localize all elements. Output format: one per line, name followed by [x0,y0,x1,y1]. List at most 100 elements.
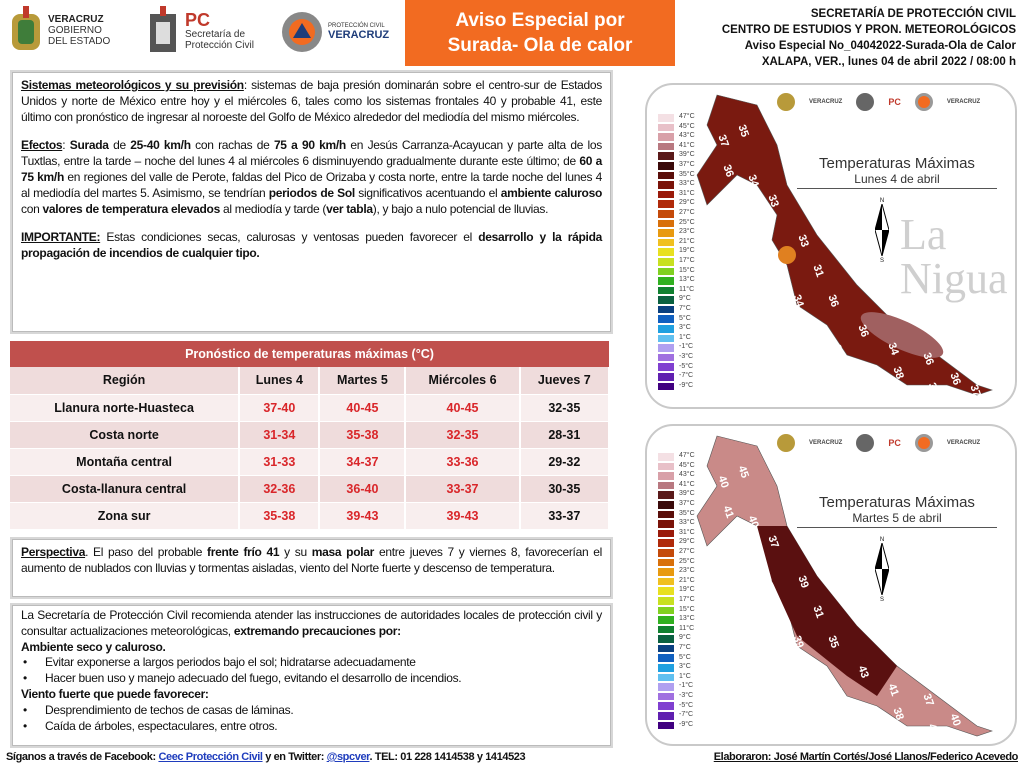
legend-swatch [657,113,675,123]
logo-text: PC [185,10,211,30]
legend-label: 47°C [679,113,695,120]
column-header: Miércoles 6 [405,367,521,395]
region-cell: Costa-llanura central [10,475,241,503]
text-segment: ver tabla [326,202,373,216]
date-line: XALAPA, VER., lunes 04 de abril 2022 / 0… [761,56,1016,68]
temperature-cell: 29-32 [519,448,611,476]
temperature-cell: 33-37 [405,475,521,503]
legend-swatch [657,634,675,644]
text-segment: extremando precauciones por: [233,623,401,638]
legend-label: 5°C [679,314,691,322]
map-subtitle: Martes 5 de abril [797,511,997,528]
text-segment: en Jesús Carranza-Acayucan y parte alta … [21,138,602,168]
legend-label: -1°C [679,682,694,690]
legend-label: 1°C [679,672,691,680]
legend-label: 21°C [679,237,695,245]
veracruz-gobierno-logo: VERACRUZ GOBIERNO DEL ESTADO [8,6,110,54]
legend-label: -3°C [679,692,694,699]
temperature-cell: 39-43 [319,502,407,530]
logo-text: PC [888,438,901,448]
legend-swatch [657,452,675,462]
legend-label: 33°C [679,180,695,188]
legend-label: -9°C [679,381,694,389]
legend-label: 37°C [679,161,695,168]
legend-label: 23°C [679,567,695,575]
legend-swatch [657,480,675,491]
temperature-table: Pronóstico de temperaturas máximas (°C) … [10,341,611,530]
logo-text: VERACRUZ [946,99,981,105]
legend-swatch [657,180,675,190]
legend-label: 13°C [679,276,695,284]
legend-swatch [657,624,675,635]
text-segment: con [21,202,43,216]
recommendations-intro: La Secretaría de Protección Civil recomi… [21,608,602,640]
twitter-link[interactable]: @spcver [326,751,370,763]
hot-zone [757,526,897,696]
legend-swatch [657,499,675,510]
color-legend [657,452,675,731]
column-header: Martes 5 [319,367,407,395]
legend-swatch [657,509,675,520]
legend-label: 35°C [679,170,695,178]
logo-text: VERACRUZ [809,440,843,446]
legend-label: 13°C [679,615,695,623]
map-title: Temperaturas Máximas Lunes 4 de abril [797,155,997,189]
legend-label: 37°C [679,500,695,507]
map-subtitle: Lunes 4 de abril [797,172,997,189]
legend-swatch [657,672,675,683]
veracruz-map [696,94,993,396]
text-segment: y su [279,545,312,559]
table-row: Montaña central 31-33 34-37 33-36 29-32 [10,448,611,476]
logo-text: VERACRUZ [946,440,981,446]
legend-swatch [657,720,675,731]
temperature-cell: 32-35 [405,421,521,449]
map-title-text: Temperaturas Máximas [819,155,975,172]
bulletin-number: Aviso Especial No_04042022-Surada-Ola de… [744,40,1016,52]
coat-of-arms-icon [777,434,795,452]
legend-swatch [657,653,675,664]
legend-swatch [657,643,675,654]
text-segment: Perspectiva [21,545,86,559]
castle-icon [856,93,875,111]
legend-label: 29°C [679,538,695,546]
legend-swatch [657,711,675,721]
legend-label: 25°C [679,557,695,565]
legend-label: 27°C [679,209,695,216]
facebook-link[interactable]: Ceec Protección Civil [158,751,263,763]
table-caption: Pronóstico de temperaturas máximas (°C) [10,341,609,367]
legend-swatch [657,295,675,305]
proteccion-civil-logo: PROTECCIÓN CIVIL VERACRUZ [280,10,389,54]
legend-label: 41°C [679,141,695,149]
compass-south: S [879,597,884,603]
logo-text: DEL ESTADO [48,35,111,47]
legend-swatch [657,595,675,606]
temperature-cell: 37-40 [239,394,321,422]
map-lunes: 47°C 45°C 43°C 41°C 39°C 37°C 35°C 33°C 31°C 29°C… [645,83,1017,409]
recommendations-box: La Secretaría de Protección Civil recomi… [10,603,613,748]
legend-label: 43°C [679,132,695,140]
footer-contact: Síganos a través de Facebook: Ceec Prote… [6,751,526,764]
legend-label: 47°C [679,452,695,459]
temperature-cell: 35-38 [319,421,407,449]
legend-swatch [657,682,675,692]
legend-swatch [657,586,675,596]
legend-swatch [657,218,675,229]
compass-icon [874,541,890,597]
pc-logo: PC Secretaría de Protección Civil [145,6,254,56]
legend-label: 9°C [679,295,691,303]
issuer-info: SECRETARÍA DE PROTECCIÓN CIVIL CENTRO DE… [722,6,1016,70]
legend-label: 7°C [679,305,691,312]
legend-swatch [657,151,675,161]
legend-label: -7°C [679,372,694,380]
castle-icon [150,6,176,52]
legend-swatch [657,237,675,248]
compass-icon [874,202,890,258]
temperature-cell: 33-36 [405,448,521,476]
compass-south: S [879,258,884,264]
legend-label: 27°C [679,548,695,555]
meteorological-systems-paragraph: Sistemas meteorológicos y su previsión: … [21,77,602,125]
compass-north: N [879,198,885,204]
pc-emblem-icon [914,93,933,111]
logo-text: PROTECCIÓN CIVIL [328,23,385,29]
temperature-cell: 31-34 [239,421,321,449]
